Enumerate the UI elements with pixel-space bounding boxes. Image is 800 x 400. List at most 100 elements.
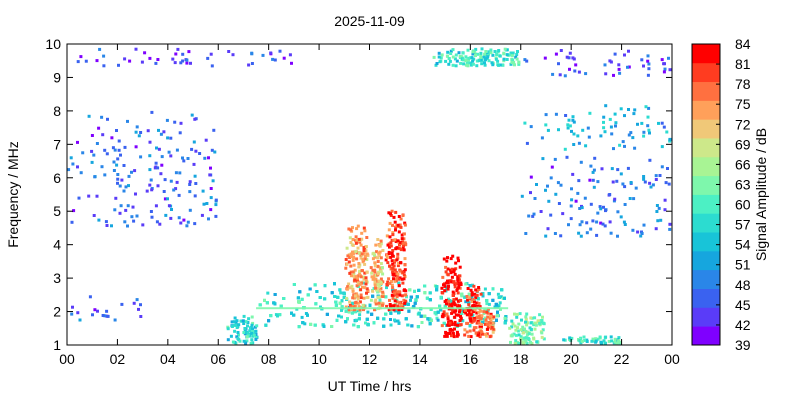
data-point xyxy=(509,62,513,66)
data-point xyxy=(102,64,106,68)
data-point xyxy=(466,287,470,290)
data-point xyxy=(533,316,537,320)
data-point xyxy=(391,231,395,235)
data-point xyxy=(604,209,607,213)
data-point xyxy=(200,213,204,217)
data-point xyxy=(175,180,179,184)
y-tick-label: 5 xyxy=(53,203,61,219)
data-point xyxy=(461,51,465,55)
data-point xyxy=(360,252,364,256)
data-point xyxy=(251,330,255,334)
data-point xyxy=(235,326,239,329)
data-point xyxy=(570,198,574,202)
data-point xyxy=(469,335,473,339)
data-point xyxy=(72,209,76,213)
data-point xyxy=(376,272,380,276)
data-point xyxy=(579,234,583,238)
data-point xyxy=(594,339,598,343)
data-point xyxy=(389,255,393,259)
data-point xyxy=(441,275,445,279)
data-point xyxy=(160,163,164,167)
data-point xyxy=(471,59,475,63)
colorbar-tick-label: 81 xyxy=(735,56,751,72)
data-point xyxy=(514,55,518,59)
data-point xyxy=(470,310,474,314)
band-line xyxy=(256,307,509,310)
data-point xyxy=(353,278,357,282)
data-point xyxy=(315,290,319,293)
data-point xyxy=(513,312,516,316)
data-point xyxy=(591,219,595,223)
data-point xyxy=(471,62,475,66)
data-point xyxy=(647,106,651,110)
data-point xyxy=(557,202,561,205)
data-point xyxy=(471,313,475,317)
data-point xyxy=(463,295,467,299)
data-point xyxy=(440,286,444,290)
data-point xyxy=(612,147,615,151)
data-point xyxy=(391,266,395,270)
data-point xyxy=(429,307,433,311)
data-point xyxy=(613,112,617,116)
data-point xyxy=(591,178,595,182)
data-point xyxy=(187,50,191,54)
data-point xyxy=(347,282,351,286)
data-point xyxy=(458,319,462,323)
data-point xyxy=(403,241,407,245)
data-point xyxy=(359,275,363,279)
colorbar-segment xyxy=(692,138,720,158)
data-point xyxy=(372,321,376,325)
data-point xyxy=(452,280,456,284)
data-point xyxy=(250,323,254,327)
data-point xyxy=(381,290,385,294)
data-point xyxy=(583,196,587,200)
data-point xyxy=(583,338,587,342)
data-point xyxy=(522,331,526,335)
data-point xyxy=(126,204,130,208)
data-point xyxy=(356,246,360,250)
data-point xyxy=(544,188,547,192)
data-point xyxy=(553,157,557,161)
data-point xyxy=(489,324,492,328)
data-point xyxy=(477,302,481,305)
colorbar-segment xyxy=(692,44,720,64)
data-point xyxy=(514,333,518,337)
data-point xyxy=(524,329,528,333)
data-point xyxy=(363,254,367,258)
colorbar-tick-label: 63 xyxy=(735,176,751,192)
data-point xyxy=(503,47,507,51)
data-point xyxy=(408,288,412,292)
data-point xyxy=(577,70,581,74)
data-point xyxy=(479,292,483,296)
data-point xyxy=(174,187,178,191)
data-point xyxy=(359,293,363,297)
data-point xyxy=(559,234,563,238)
data-point xyxy=(631,136,635,140)
data-point xyxy=(487,321,491,324)
data-point xyxy=(361,260,365,264)
data-point xyxy=(209,166,212,170)
data-point xyxy=(668,137,672,141)
data-point xyxy=(523,327,526,331)
data-point xyxy=(304,312,308,315)
data-point xyxy=(352,305,356,309)
data-point xyxy=(596,180,600,184)
data-point xyxy=(399,305,403,309)
data-point xyxy=(648,131,651,135)
data-point xyxy=(98,47,102,51)
data-point xyxy=(503,316,507,320)
data-point xyxy=(130,170,133,174)
data-point xyxy=(352,250,356,254)
data-point xyxy=(489,51,493,55)
data-point xyxy=(236,331,240,334)
data-point xyxy=(201,189,205,193)
data-point xyxy=(389,318,392,321)
data-point xyxy=(475,59,479,63)
data-point xyxy=(381,302,385,306)
data-point xyxy=(654,227,658,231)
data-point xyxy=(447,57,451,60)
data-point xyxy=(428,298,432,302)
data-point xyxy=(524,232,528,235)
data-point xyxy=(166,136,170,140)
data-point xyxy=(391,223,394,227)
